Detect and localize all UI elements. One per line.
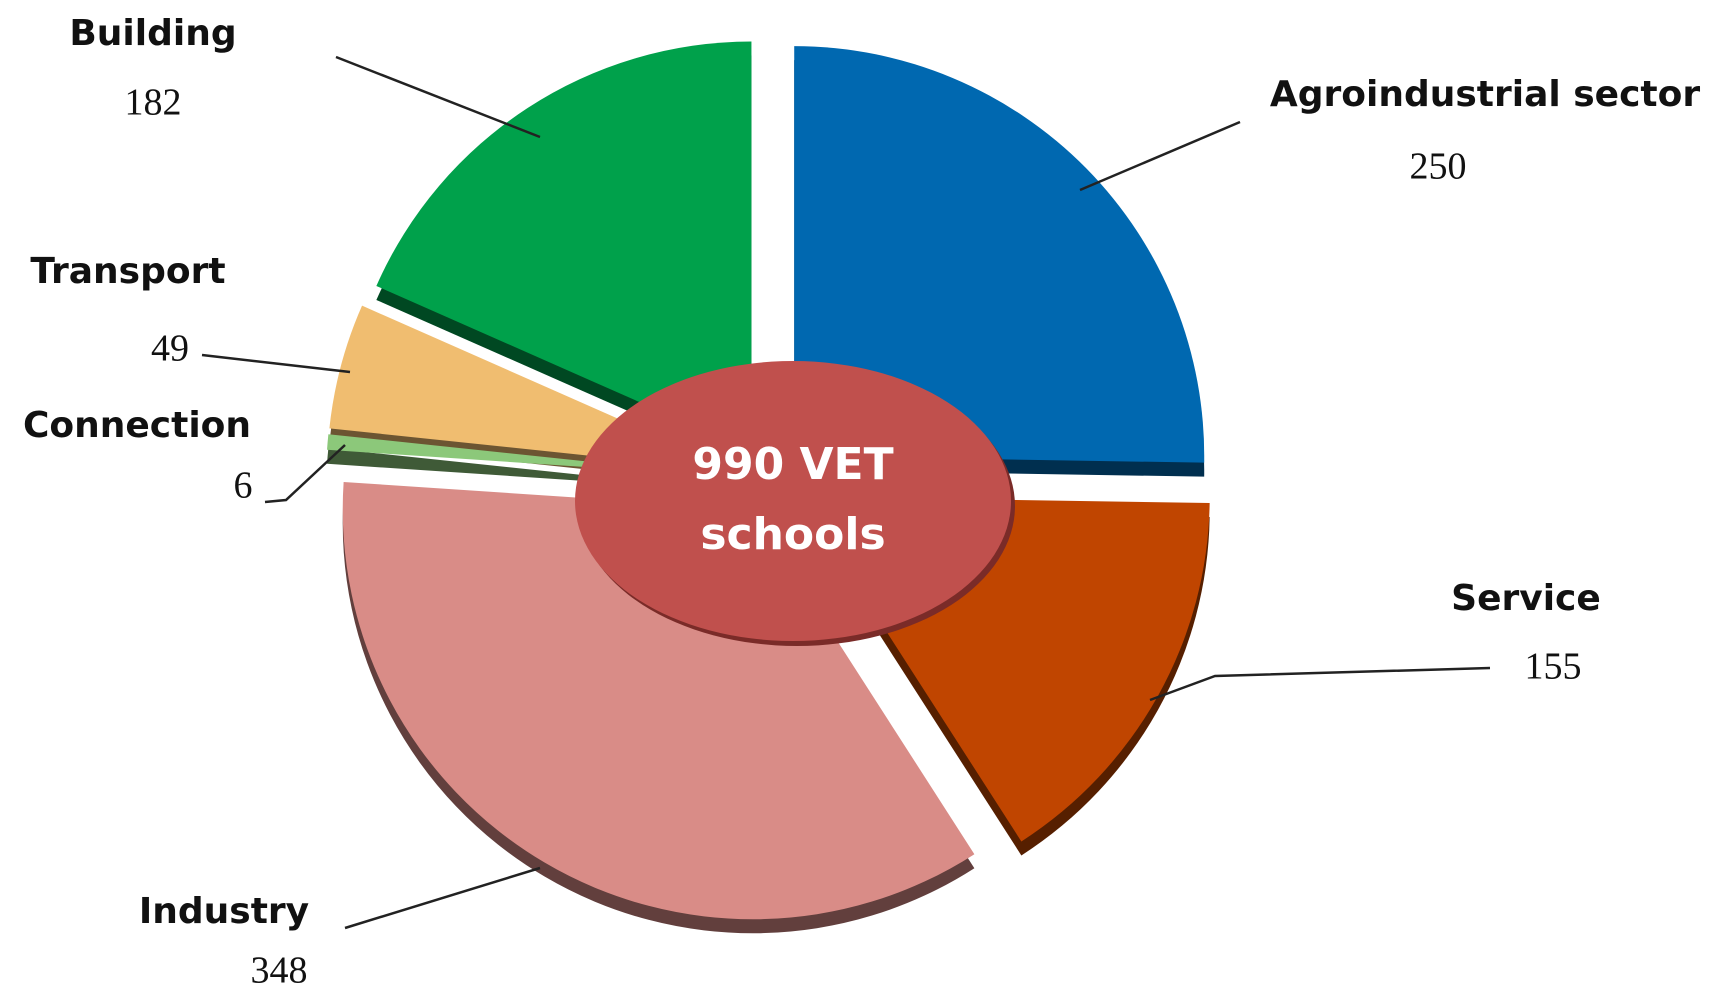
center-label: 990 VET [692, 439, 893, 490]
value-label: 250 [1410, 146, 1467, 188]
leader-line [264, 444, 346, 504]
category-label: Connection [23, 405, 251, 446]
category-label: Service [1451, 578, 1601, 619]
value-label: 348 [251, 950, 308, 992]
value-label: 49 [151, 328, 189, 370]
value-label: 182 [125, 82, 182, 124]
category-label: Agroindustrial sector [1270, 74, 1701, 115]
leader-line [335, 55, 541, 139]
slice [376, 41, 752, 452]
leader-line [344, 866, 541, 930]
center-disc [575, 361, 1011, 641]
leader-line [1079, 120, 1241, 192]
center-label: schools [700, 509, 885, 560]
category-label: Transport [30, 251, 225, 292]
value-label: 6 [234, 465, 253, 507]
slice [342, 481, 975, 920]
value-label: 155 [1525, 646, 1582, 688]
leader-line [201, 353, 351, 374]
leader-line [1149, 666, 1491, 702]
category-label: Building [69, 13, 236, 54]
category-label: Industry [139, 891, 309, 932]
slice [794, 46, 1205, 463]
